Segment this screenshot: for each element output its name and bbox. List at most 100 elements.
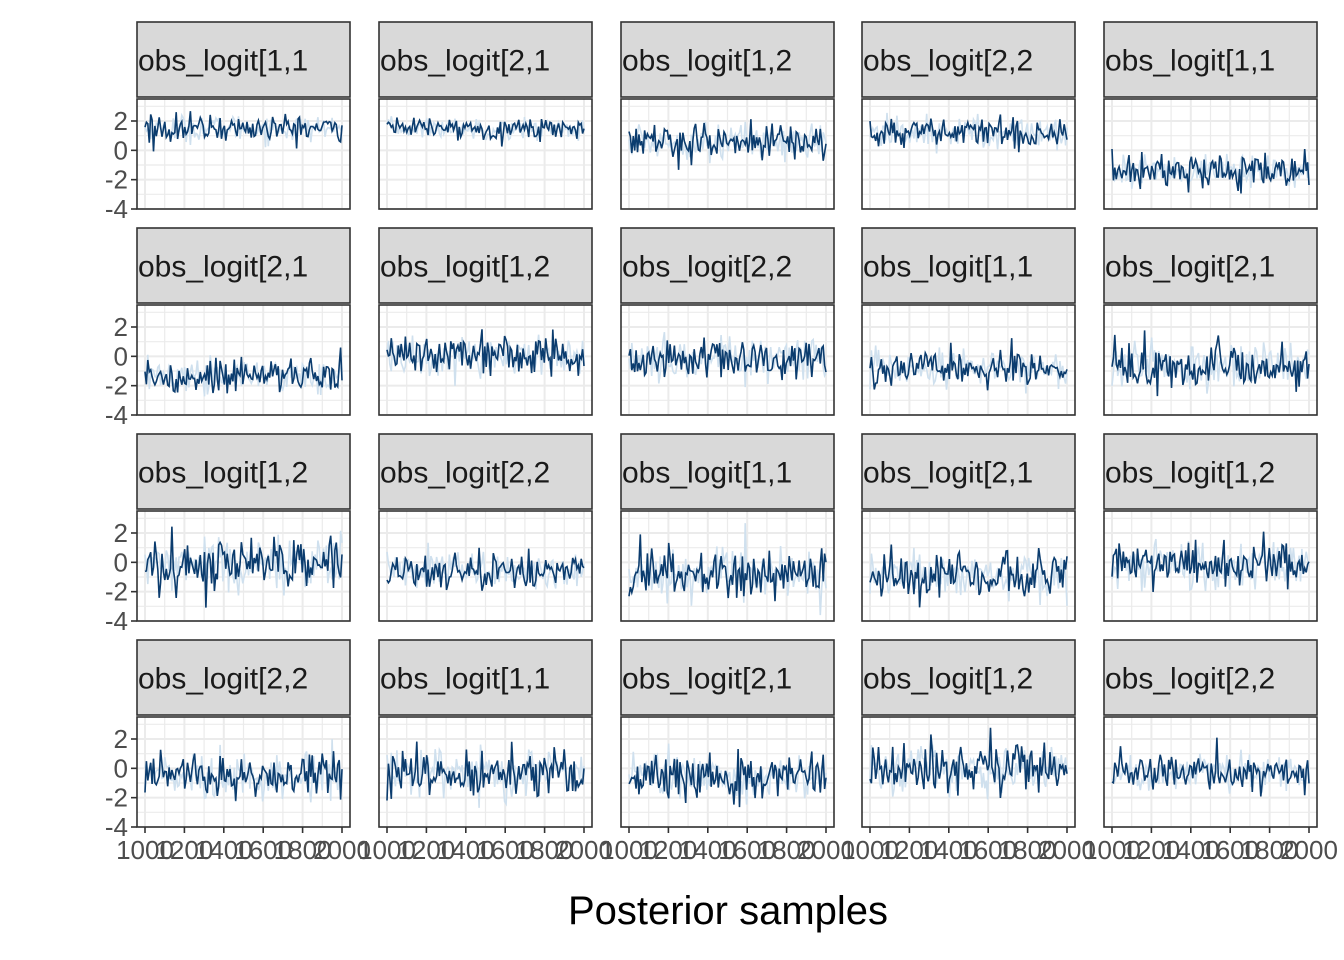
chain-line-light bbox=[386, 116, 585, 141]
x-tick-label: 1800 bbox=[999, 835, 1057, 865]
chain-line-dark bbox=[1111, 330, 1310, 397]
x-tick-label: 1800 bbox=[758, 835, 816, 865]
facet-strip-label: obs_logit[1,2 bbox=[380, 251, 550, 284]
facet-panel: obs_logit[2,1 bbox=[861, 433, 1076, 622]
x-tick-label: 1200 bbox=[155, 835, 213, 865]
facet-panel: obs_logit[2,2 bbox=[620, 227, 835, 416]
y-tick-label: 2 bbox=[114, 724, 128, 754]
facet-strip-label: obs_logit[1,1 bbox=[863, 251, 1033, 284]
y-tick-label: -4 bbox=[105, 400, 128, 430]
facet-strip-label: obs_logit[1,1 bbox=[622, 457, 792, 490]
facet-strip-label: obs_logit[1,1 bbox=[380, 663, 550, 696]
y-tick-label: 2 bbox=[114, 106, 128, 136]
chain-line-dark bbox=[1111, 148, 1310, 194]
facet-strip-label: obs_logit[2,2 bbox=[380, 457, 550, 490]
x-tick-label: 1200 bbox=[880, 835, 938, 865]
axes-layer: 20-2-420-2-420-2-420-2-41000120014001600… bbox=[105, 106, 1338, 865]
facet-strip-label: obs_logit[1,2 bbox=[622, 45, 792, 78]
chain-line-light bbox=[628, 121, 827, 164]
facet-panel: obs_logit[2,1 bbox=[136, 227, 351, 416]
chain-line-dark bbox=[144, 526, 343, 608]
x-tick-label: 1600 bbox=[959, 835, 1017, 865]
facet-strip-label: obs_logit[2,1 bbox=[138, 251, 308, 284]
y-tick-label: 2 bbox=[114, 312, 128, 342]
x-tick-label: 1400 bbox=[920, 835, 978, 865]
facet-strip-label: obs_logit[1,1 bbox=[138, 45, 308, 78]
chain-line-dark bbox=[386, 117, 585, 147]
chain-line-dark bbox=[869, 114, 1068, 153]
panel-border bbox=[378, 304, 593, 416]
facet-strip bbox=[1103, 227, 1318, 304]
facet-strip bbox=[861, 639, 1076, 716]
chain-line-dark bbox=[628, 119, 827, 170]
x-tick-label: 1600 bbox=[234, 835, 292, 865]
facet-strip bbox=[136, 639, 351, 716]
chain-line-dark bbox=[628, 337, 827, 381]
facet-panel: obs_logit[1,2 bbox=[861, 639, 1076, 828]
y-tick-label: -2 bbox=[105, 371, 128, 401]
facet-panel: obs_logit[1,2 bbox=[620, 21, 835, 210]
x-tick-label: 1200 bbox=[639, 835, 697, 865]
facet-panel: obs_logit[1,2 bbox=[136, 433, 351, 622]
facet-strip-label: obs_logit[1,2 bbox=[863, 663, 1033, 696]
x-tick-label: 1800 bbox=[274, 835, 332, 865]
facet-panel: obs_logit[1,2 bbox=[378, 227, 593, 416]
panel-border bbox=[136, 304, 351, 416]
panel-border bbox=[861, 304, 1076, 416]
facet-strip-label: obs_logit[2,1 bbox=[863, 457, 1033, 490]
panels-layer: obs_logit[1,1 obs_logit[2,1 obs_logit[1,2 o… bbox=[136, 21, 1318, 828]
panel-border bbox=[620, 304, 835, 416]
facet-strip bbox=[378, 227, 593, 304]
panel-border bbox=[378, 510, 593, 622]
x-tick-label: 1000 bbox=[358, 835, 416, 865]
x-tick-label: 1400 bbox=[437, 835, 495, 865]
chain-line-light bbox=[869, 112, 1068, 154]
chain-line-dark bbox=[1111, 531, 1310, 593]
chain-line-dark bbox=[386, 547, 585, 591]
y-axis: 20-2-4 bbox=[105, 106, 137, 224]
panel-border bbox=[378, 716, 593, 828]
x-tick-label: 1400 bbox=[1162, 835, 1220, 865]
y-tick-label: -2 bbox=[105, 783, 128, 813]
x-axis-title: Posterior samples bbox=[568, 889, 888, 933]
facet-panel: obs_logit[1,2 bbox=[1103, 433, 1318, 622]
facet-strip bbox=[136, 227, 351, 304]
facet-strip bbox=[620, 227, 835, 304]
y-tick-label: 2 bbox=[114, 518, 128, 548]
panel-border bbox=[1103, 716, 1318, 828]
facet-panel: obs_logit[2,1 bbox=[378, 21, 593, 210]
facet-strip bbox=[378, 21, 593, 98]
x-tick-label: 1600 bbox=[718, 835, 776, 865]
panel-grid bbox=[137, 305, 350, 416]
x-tick-label: 2000 bbox=[1280, 835, 1338, 865]
chain-line-light bbox=[144, 112, 343, 148]
chain-line-dark bbox=[386, 741, 585, 801]
facet-strip-label: obs_logit[1,1 bbox=[1105, 45, 1275, 78]
panel-border bbox=[136, 510, 351, 622]
facet-panel: obs_logit[1,1 bbox=[620, 433, 835, 622]
x-tick-label: 1800 bbox=[516, 835, 574, 865]
facet-strip bbox=[378, 639, 593, 716]
chain-line-light bbox=[1111, 538, 1310, 592]
chain-line-dark bbox=[628, 534, 827, 602]
panel-border bbox=[861, 716, 1076, 828]
chain-line-dark bbox=[144, 111, 343, 152]
x-tick-label: 1200 bbox=[397, 835, 455, 865]
x-tick-label: 2000 bbox=[313, 835, 371, 865]
chain-line-dark bbox=[869, 338, 1068, 391]
y-tick-label: -4 bbox=[105, 606, 128, 636]
panel-border bbox=[136, 98, 351, 210]
facet-panel: obs_logit[2,2 bbox=[1103, 639, 1318, 828]
y-tick-label: 0 bbox=[114, 753, 128, 783]
facet-strip bbox=[620, 21, 835, 98]
facet-strip-label: obs_logit[2,1 bbox=[622, 663, 792, 696]
y-tick-label: -2 bbox=[105, 577, 128, 607]
facet-panel: obs_logit[1,1 bbox=[1103, 21, 1318, 210]
y-tick-label: 0 bbox=[114, 135, 128, 165]
panel-border bbox=[1103, 98, 1318, 210]
facet-strip-label: obs_logit[2,1 bbox=[380, 45, 550, 78]
facet-strip bbox=[861, 227, 1076, 304]
panel-border bbox=[1103, 304, 1318, 416]
